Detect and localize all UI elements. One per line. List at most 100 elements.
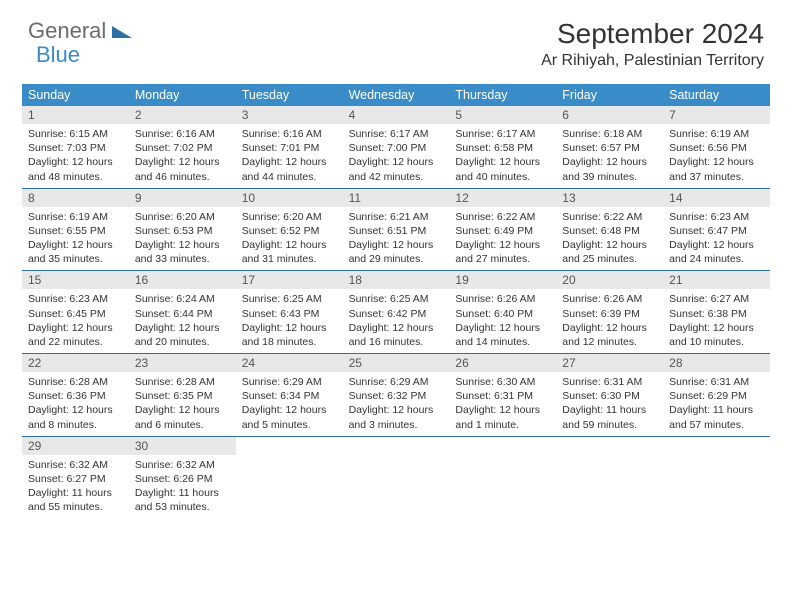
sunset-text: Sunset: 6:53 PM (135, 224, 230, 238)
sunrise-text: Sunrise: 6:17 AM (349, 127, 444, 141)
sunset-text: Sunset: 6:51 PM (349, 224, 444, 238)
day-cell: 30Sunrise: 6:32 AMSunset: 6:26 PMDayligh… (129, 437, 236, 519)
sunset-text: Sunset: 6:32 PM (349, 389, 444, 403)
day-number: 24 (236, 354, 343, 372)
month-title: September 2024 (541, 18, 764, 50)
sunrise-text: Sunrise: 6:26 AM (562, 292, 657, 306)
day-number: 15 (22, 271, 129, 289)
logo-text-2: Blue (36, 42, 80, 67)
daylight-text-1: Daylight: 11 hours (669, 403, 764, 417)
title-block: September 2024 Ar Rihiyah, Palestinian T… (541, 18, 764, 70)
sunrise-text: Sunrise: 6:20 AM (242, 210, 337, 224)
day-body: Sunrise: 6:19 AMSunset: 6:55 PMDaylight:… (22, 207, 129, 271)
day-body: Sunrise: 6:29 AMSunset: 6:34 PMDaylight:… (236, 372, 343, 436)
week-row: 1Sunrise: 6:15 AMSunset: 7:03 PMDaylight… (22, 106, 770, 189)
sunset-text: Sunset: 6:47 PM (669, 224, 764, 238)
day-number: 6 (556, 106, 663, 124)
sunrise-text: Sunrise: 6:22 AM (455, 210, 550, 224)
sunrise-text: Sunrise: 6:32 AM (135, 458, 230, 472)
sunrise-text: Sunrise: 6:19 AM (28, 210, 123, 224)
daylight-text-2: and 16 minutes. (349, 335, 444, 349)
day-body: Sunrise: 6:15 AMSunset: 7:03 PMDaylight:… (22, 124, 129, 188)
day-number: 19 (449, 271, 556, 289)
day-number: 11 (343, 189, 450, 207)
day-number: 1 (22, 106, 129, 124)
day-number: 21 (663, 271, 770, 289)
day-cell (663, 437, 770, 519)
day-body: Sunrise: 6:32 AMSunset: 6:26 PMDaylight:… (129, 455, 236, 519)
sunrise-text: Sunrise: 6:20 AM (135, 210, 230, 224)
sunrise-text: Sunrise: 6:19 AM (669, 127, 764, 141)
daylight-text-2: and 29 minutes. (349, 252, 444, 266)
day-number: 23 (129, 354, 236, 372)
day-header-sun: Sunday (22, 84, 129, 106)
daylight-text-1: Daylight: 12 hours (242, 155, 337, 169)
day-number: 8 (22, 189, 129, 207)
daylight-text-1: Daylight: 12 hours (242, 238, 337, 252)
daylight-text-1: Daylight: 12 hours (28, 155, 123, 169)
daylight-text-1: Daylight: 12 hours (669, 321, 764, 335)
daylight-text-2: and 14 minutes. (455, 335, 550, 349)
daylight-text-2: and 25 minutes. (562, 252, 657, 266)
day-number: 17 (236, 271, 343, 289)
day-number: 7 (663, 106, 770, 124)
sunrise-text: Sunrise: 6:32 AM (28, 458, 123, 472)
day-number: 29 (22, 437, 129, 455)
daylight-text-2: and 53 minutes. (135, 500, 230, 514)
daylight-text-2: and 1 minute. (455, 418, 550, 432)
sunset-text: Sunset: 6:43 PM (242, 307, 337, 321)
day-number: 28 (663, 354, 770, 372)
sunrise-text: Sunrise: 6:31 AM (562, 375, 657, 389)
daylight-text-2: and 24 minutes. (669, 252, 764, 266)
day-body: Sunrise: 6:21 AMSunset: 6:51 PMDaylight:… (343, 207, 450, 271)
day-cell: 14Sunrise: 6:23 AMSunset: 6:47 PMDayligh… (663, 189, 770, 271)
day-number: 2 (129, 106, 236, 124)
day-cell: 13Sunrise: 6:22 AMSunset: 6:48 PMDayligh… (556, 189, 663, 271)
day-body: Sunrise: 6:28 AMSunset: 6:36 PMDaylight:… (22, 372, 129, 436)
day-number: 30 (129, 437, 236, 455)
day-cell: 1Sunrise: 6:15 AMSunset: 7:03 PMDaylight… (22, 106, 129, 188)
sunset-text: Sunset: 7:02 PM (135, 141, 230, 155)
daylight-text-1: Daylight: 12 hours (242, 403, 337, 417)
day-body: Sunrise: 6:22 AMSunset: 6:49 PMDaylight:… (449, 207, 556, 271)
day-body: Sunrise: 6:26 AMSunset: 6:40 PMDaylight:… (449, 289, 556, 353)
daylight-text-2: and 18 minutes. (242, 335, 337, 349)
day-cell: 5Sunrise: 6:17 AMSunset: 6:58 PMDaylight… (449, 106, 556, 188)
sunrise-text: Sunrise: 6:31 AM (669, 375, 764, 389)
daylight-text-2: and 48 minutes. (28, 170, 123, 184)
sunset-text: Sunset: 6:45 PM (28, 307, 123, 321)
day-header-wed: Wednesday (343, 84, 450, 106)
day-number: 25 (343, 354, 450, 372)
day-number: 4 (343, 106, 450, 124)
sunset-text: Sunset: 6:58 PM (455, 141, 550, 155)
logo-text-1: General (28, 18, 106, 44)
daylight-text-1: Daylight: 12 hours (135, 155, 230, 169)
week-row: 29Sunrise: 6:32 AMSunset: 6:27 PMDayligh… (22, 437, 770, 519)
day-cell: 25Sunrise: 6:29 AMSunset: 6:32 PMDayligh… (343, 354, 450, 436)
calendar: Sunday Monday Tuesday Wednesday Thursday… (22, 84, 770, 518)
daylight-text-1: Daylight: 12 hours (349, 155, 444, 169)
day-cell: 21Sunrise: 6:27 AMSunset: 6:38 PMDayligh… (663, 271, 770, 353)
day-cell: 6Sunrise: 6:18 AMSunset: 6:57 PMDaylight… (556, 106, 663, 188)
sunrise-text: Sunrise: 6:30 AM (455, 375, 550, 389)
day-number: 16 (129, 271, 236, 289)
sunset-text: Sunset: 6:27 PM (28, 472, 123, 486)
day-body: Sunrise: 6:16 AMSunset: 7:01 PMDaylight:… (236, 124, 343, 188)
sunset-text: Sunset: 6:48 PM (562, 224, 657, 238)
day-number: 13 (556, 189, 663, 207)
sunrise-text: Sunrise: 6:21 AM (349, 210, 444, 224)
sunset-text: Sunset: 6:42 PM (349, 307, 444, 321)
day-cell (449, 437, 556, 519)
daylight-text-1: Daylight: 12 hours (455, 155, 550, 169)
sunset-text: Sunset: 6:49 PM (455, 224, 550, 238)
day-number: 27 (556, 354, 663, 372)
sunrise-text: Sunrise: 6:27 AM (669, 292, 764, 306)
sunrise-text: Sunrise: 6:28 AM (28, 375, 123, 389)
day-body: Sunrise: 6:20 AMSunset: 6:53 PMDaylight:… (129, 207, 236, 271)
day-body: Sunrise: 6:31 AMSunset: 6:30 PMDaylight:… (556, 372, 663, 436)
day-body: Sunrise: 6:30 AMSunset: 6:31 PMDaylight:… (449, 372, 556, 436)
week-row: 8Sunrise: 6:19 AMSunset: 6:55 PMDaylight… (22, 189, 770, 272)
day-body: Sunrise: 6:20 AMSunset: 6:52 PMDaylight:… (236, 207, 343, 271)
daylight-text-1: Daylight: 12 hours (28, 321, 123, 335)
day-cell: 4Sunrise: 6:17 AMSunset: 7:00 PMDaylight… (343, 106, 450, 188)
